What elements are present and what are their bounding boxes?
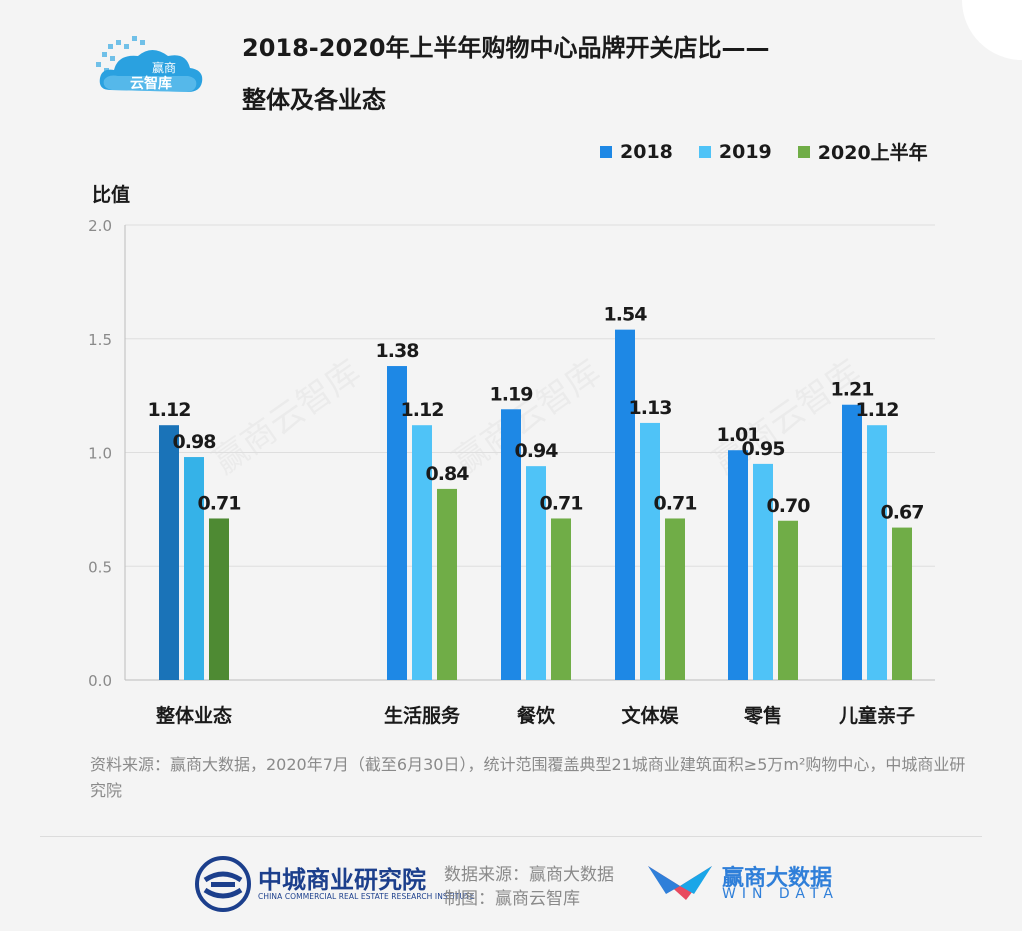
bar: [412, 425, 432, 680]
org-name-cn: 中城商业研究院: [258, 865, 426, 894]
bar: [753, 463, 773, 680]
data-label: 0.71: [540, 492, 583, 514]
data-label: 0.67: [881, 502, 924, 524]
data-label: 0.98: [173, 431, 217, 453]
data-label: 1.38: [376, 340, 420, 362]
bar: [615, 329, 635, 680]
bar: [728, 450, 748, 680]
win-name-cn: 赢商大数据: [722, 866, 833, 891]
data-label: 0.71: [654, 492, 697, 514]
bar: [501, 409, 521, 680]
bar: [209, 518, 229, 680]
footer-data-source: 数据来源：赢商大数据: [444, 865, 614, 885]
legend-swatch-2019: [698, 145, 711, 158]
x-tick-label: 整体业态: [156, 704, 232, 727]
bar: [526, 466, 546, 680]
bar: [867, 425, 887, 680]
legend-item-2018: 2018: [600, 138, 673, 165]
bar: [551, 518, 571, 680]
brand-logo-line1: 赢商: [152, 60, 176, 75]
data-label: 1.12: [856, 399, 899, 421]
data-label: 1.54: [604, 304, 648, 326]
footer-divider: [40, 836, 982, 837]
data-label: 1.12: [401, 399, 444, 421]
chart-title-line2: 整体及各业态: [242, 86, 386, 114]
data-label: 0.84: [426, 463, 470, 485]
y-tick-label: 0.5: [88, 558, 112, 576]
data-label: 1.19: [490, 383, 533, 405]
data-label: 1.12: [148, 399, 191, 421]
y-tick-label: 0.0: [88, 672, 112, 690]
chart-legend: 2018 2019 2020上半年: [600, 138, 928, 165]
chart-title-line1: 2018-2020年上半年购物中心品牌开关店比——: [242, 34, 770, 62]
x-tick-label: 餐饮: [517, 704, 556, 727]
bar: [892, 527, 912, 680]
data-label: 0.95: [742, 438, 785, 460]
bar: [184, 457, 204, 680]
data-label: 0.71: [198, 492, 241, 514]
x-tick-label: 零售: [743, 704, 782, 727]
brand-cloud-logo: 赢商 云智库: [96, 36, 203, 92]
y-tick-label: 1.0: [88, 445, 112, 463]
data-label: 1.21: [831, 379, 874, 401]
data-label: 1.13: [629, 397, 672, 419]
data-label: 1.01: [717, 424, 760, 446]
legend-label: 2020上半年: [817, 142, 928, 164]
research-institute-logo: [195, 856, 251, 912]
bar: [665, 518, 685, 680]
data-label: 0.70: [767, 495, 811, 517]
bar: [159, 425, 179, 680]
data-label: 0.94: [515, 440, 559, 462]
y-axis-label: 比值: [92, 184, 131, 206]
source-note: 资料来源：赢商大数据，2020年7月（截至6月30日），统计范围覆盖典型21城商…: [90, 755, 966, 800]
legend-item-2019: 2019: [698, 138, 772, 165]
x-tick-label: 文体娱: [621, 704, 679, 727]
y-tick-label: 2.0: [88, 217, 112, 235]
bar: [387, 366, 407, 680]
brand-logo-line2: 云智库: [130, 75, 172, 92]
win-data-logo: [648, 866, 712, 900]
bar: [842, 404, 862, 680]
footer: 中城商业研究院 CHINA COMMERCIAL REAL ESTATE RES…: [0, 850, 1022, 920]
legend-label: 2018: [620, 140, 673, 163]
bar: [640, 422, 660, 680]
footer-credit: 制图：赢商云智库: [444, 889, 580, 909]
legend-label: 2019: [718, 140, 772, 163]
x-tick-label: 儿童亲子: [838, 704, 915, 727]
win-name-en: WIN DATA: [722, 886, 839, 902]
legend-swatch-2020h1: [797, 145, 810, 158]
legend-item-2020h1: 2020上半年: [797, 138, 928, 165]
org-name-en: CHINA COMMERCIAL REAL ESTATE RESEARCH IN…: [258, 892, 475, 901]
bar: [437, 488, 457, 680]
bar-chart: 0.0 0.5 1.0 1.5 2.0 1.12 0.98 0.71 整体业态 1.38 1.12 0…: [88, 217, 935, 727]
x-tick-label: 生活服务: [384, 704, 461, 727]
legend-swatch-2018: [600, 145, 612, 158]
bar: [778, 520, 798, 680]
y-tick-label: 1.5: [88, 331, 112, 349]
